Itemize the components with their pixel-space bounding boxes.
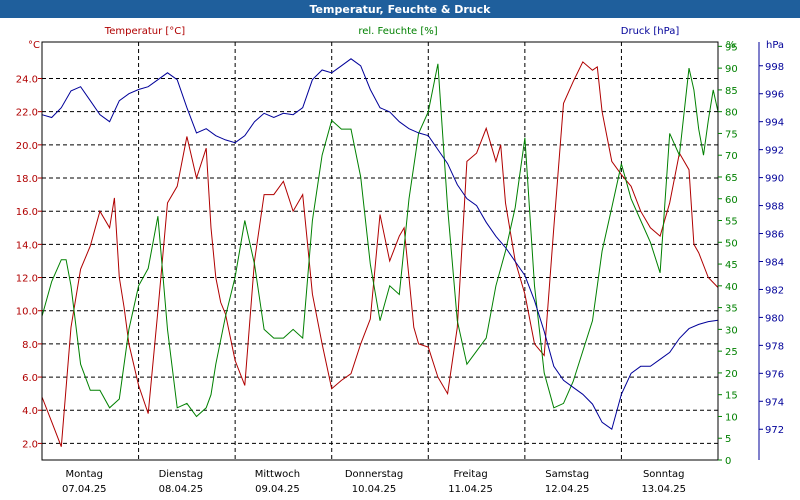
- temperature-line: [41, 61, 719, 447]
- humidity-tick-label: 10: [725, 412, 738, 423]
- day-name-label: Freitag: [453, 469, 487, 480]
- temperature-axis-label: Temperatur [°C]: [104, 26, 185, 37]
- humidity-tick-label: 25: [725, 347, 738, 358]
- pressure-tick-label: 972: [765, 425, 784, 436]
- day-date-label: 07.04.25: [62, 484, 107, 495]
- humidity-tick-label: 20: [725, 369, 738, 380]
- day-date-label: 08.04.25: [159, 484, 204, 495]
- temperature-tick-label: 16.0: [16, 207, 38, 218]
- temperature-tick-label: 2.0: [22, 439, 38, 450]
- humidity-tick-label: 40: [725, 282, 738, 293]
- humidity-tick-label: 85: [725, 86, 738, 97]
- day-name-label: Donnerstag: [345, 469, 403, 480]
- day-name-label: Samstag: [545, 469, 589, 480]
- humidity-tick-label: 90: [725, 64, 738, 75]
- humidity-tick-label: 75: [725, 129, 738, 140]
- temperature-tick-label: 12.0: [16, 274, 38, 285]
- humidity-tick-label: 55: [725, 217, 738, 228]
- temperature-tick-label: 20.0: [16, 141, 38, 152]
- title-bar: [0, 0, 800, 18]
- pressure-axis-unit: hPa: [766, 40, 784, 51]
- plot-frame: [41, 41, 760, 461]
- temperature-tick-label: 10.0: [16, 307, 38, 318]
- humidity-tick-label: 80: [725, 108, 738, 119]
- day-name-label: Montag: [66, 469, 103, 480]
- day-date-label: 10.04.25: [352, 484, 397, 495]
- day-name-label: Mittwoch: [255, 469, 300, 480]
- pressure-tick-label: 984: [765, 257, 784, 268]
- day-date-label: 09.04.25: [255, 484, 300, 495]
- pressure-ticks: 972 974 976 978 980 982 984 986 988 990 992 994 996 9…: [759, 62, 784, 436]
- pressure-line: [41, 58, 719, 431]
- temperature-ticks: 2.0 4.0 6.0 8.0 10.0 12.0 14.0 16.0 18.0 20.0 22.0…: [16, 74, 42, 450]
- pressure-axis-label: Druck [hPa]: [621, 26, 680, 37]
- plot-border: [41, 41, 719, 461]
- day-labels: Montag 07.04.25 Dienstag 08.04.25 Mittwoch 09…: [62, 469, 686, 495]
- day-date-label: 13.04.25: [641, 484, 686, 495]
- temperature-tick-label: 22.0: [16, 108, 38, 119]
- day-name-label: Dienstag: [159, 469, 204, 480]
- humidity-tick-label: 35: [725, 304, 738, 315]
- temperature-tick-label: 24.0: [16, 74, 38, 85]
- humidity-axis-unit: %: [726, 40, 736, 51]
- temperature-tick-label: 6.0: [22, 373, 38, 384]
- pressure-tick-label: 998: [765, 62, 784, 73]
- day-date-label: 11.04.25: [448, 484, 493, 495]
- pressure-tick-label: 974: [765, 397, 784, 408]
- grid: [42, 42, 718, 460]
- humidity-line: [41, 63, 719, 418]
- day-name-label: Sonntag: [643, 469, 685, 480]
- temperature-tick-label: 18.0: [16, 174, 38, 185]
- pressure-tick-label: 990: [765, 174, 784, 185]
- temperature-tick-label: 4.0: [22, 406, 38, 417]
- humidity-tick-label: 15: [725, 391, 738, 402]
- pressure-tick-label: 994: [765, 118, 784, 129]
- pressure-tick-label: 992: [765, 146, 784, 157]
- temperature-axis-unit: °C: [28, 40, 40, 51]
- pressure-tick-label: 996: [765, 90, 784, 101]
- humidity-tick-label: 95: [725, 42, 738, 53]
- humidity-tick-label: 0: [725, 456, 731, 467]
- pressure-tick-label: 988: [765, 202, 784, 213]
- chart-title: Temperatur, Feuchte & Druck: [310, 3, 492, 16]
- humidity-ticks: 0 5 10 15 20 25 30 35 40 45 50 55 60 65 70 75 80 85 90 95: [718, 42, 738, 467]
- pressure-tick-label: 982: [765, 285, 784, 296]
- pressure-tick-label: 976: [765, 369, 784, 380]
- humidity-axis-label: rel. Feuchte [%]: [358, 26, 437, 37]
- temperature-tick-label: 14.0: [16, 240, 38, 251]
- day-date-label: 12.04.25: [545, 484, 590, 495]
- humidity-tick-label: 65: [725, 173, 738, 184]
- temperature-tick-label: 8.0: [22, 340, 38, 351]
- pressure-tick-label: 980: [765, 313, 784, 324]
- pressure-tick-label: 986: [765, 230, 784, 241]
- humidity-tick-label: 30: [725, 325, 738, 336]
- pressure-tick-label: 978: [765, 341, 784, 352]
- humidity-tick-label: 60: [725, 195, 738, 206]
- humidity-tick-label: 5: [725, 434, 731, 445]
- humidity-tick-label: 50: [725, 238, 738, 249]
- humidity-tick-label: 45: [725, 260, 738, 271]
- series-lines: [41, 58, 719, 447]
- humidity-tick-label: 70: [725, 151, 738, 162]
